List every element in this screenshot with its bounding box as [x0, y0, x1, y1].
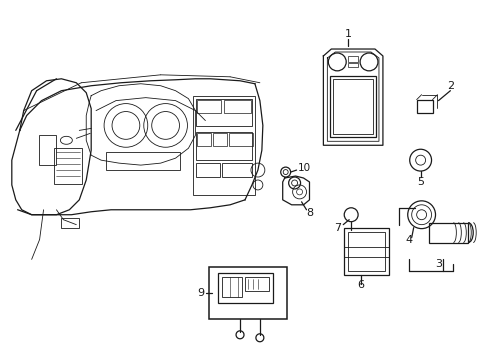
Text: 5: 5: [416, 177, 423, 187]
Bar: [39, 135, 56, 165]
Bar: [222, 163, 251, 177]
Bar: [196, 99, 251, 126]
Text: 7: 7: [333, 222, 340, 233]
Bar: [197, 133, 211, 146]
Bar: [196, 132, 251, 160]
Bar: [213, 133, 226, 146]
Bar: [416, 100, 432, 113]
Text: 1: 1: [344, 29, 351, 39]
Bar: [333, 79, 372, 134]
Text: 3: 3: [434, 259, 441, 269]
Text: 8: 8: [305, 208, 312, 218]
Text: 10: 10: [297, 163, 310, 173]
Bar: [61, 218, 79, 228]
Bar: [224, 100, 250, 113]
Bar: [347, 63, 357, 67]
Bar: [347, 56, 357, 62]
Text: 4: 4: [405, 234, 411, 244]
Bar: [193, 96, 254, 195]
Bar: [209, 267, 286, 319]
Bar: [229, 133, 252, 146]
Bar: [106, 152, 180, 170]
Bar: [330, 76, 375, 137]
Bar: [344, 228, 388, 275]
Bar: [347, 231, 384, 271]
Bar: [197, 100, 221, 113]
Bar: [427, 223, 468, 243]
Text: 9: 9: [196, 288, 203, 298]
Text: 2: 2: [446, 81, 453, 91]
Bar: [222, 277, 242, 297]
Text: 6: 6: [357, 280, 364, 290]
Bar: [244, 277, 268, 291]
Bar: [218, 273, 272, 303]
Bar: [196, 163, 220, 177]
Bar: [54, 148, 82, 184]
